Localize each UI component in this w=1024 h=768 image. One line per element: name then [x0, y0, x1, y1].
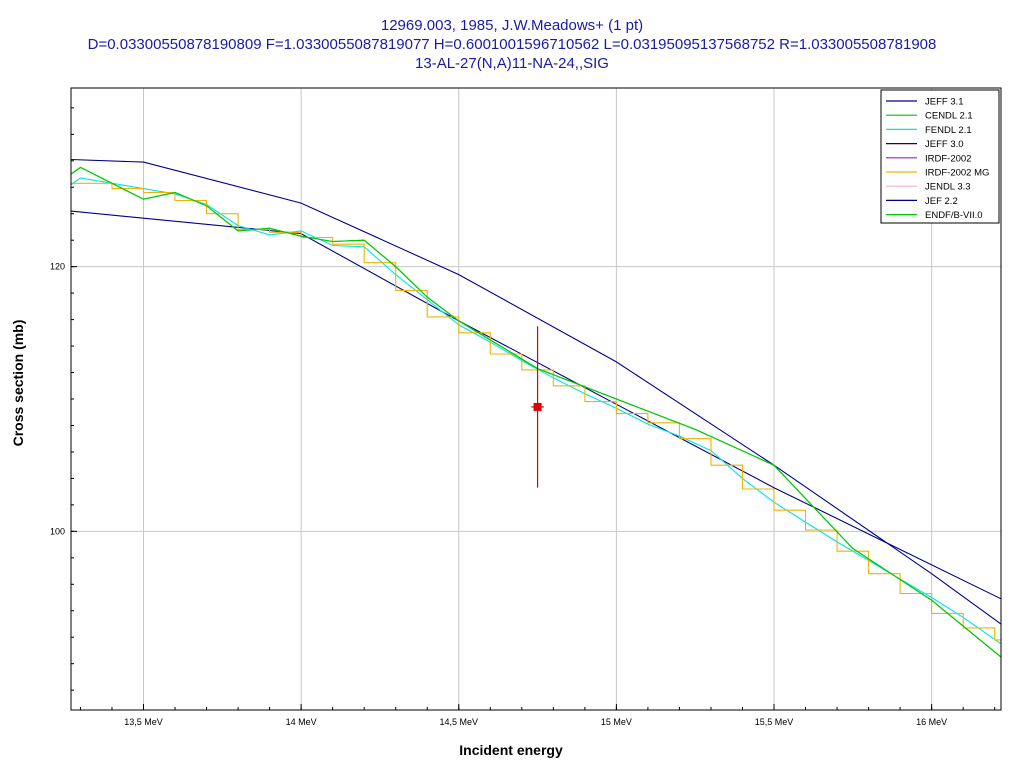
- series-line-endf-b-vii-0: [71, 166, 1001, 658]
- legend-label: JEFF 3.1: [925, 97, 964, 108]
- legend-label: ENDF/B-VII.0: [925, 210, 983, 221]
- plot-area: [71, 88, 1001, 710]
- x-tick-label: 15,5 MeV: [755, 717, 794, 727]
- chart-parameters: D=0.03300550878190809 F=1.03300550878190…: [88, 36, 937, 53]
- legend-label: CENDL 2.1: [925, 111, 973, 122]
- x-tick-label: 13,5 MeV: [124, 717, 163, 727]
- x-tick-label: 14 MeV: [286, 717, 317, 727]
- legend-label: FENDL 2.1: [925, 125, 972, 136]
- y-tick-label: 100: [50, 526, 65, 536]
- x-axis-label: Incident energy: [459, 742, 563, 758]
- y-axis-label: Cross section (mb): [10, 320, 26, 447]
- chart-reaction: 13-AL-27(N,A)11-NA-24,,SIG: [415, 55, 609, 72]
- chart-title: 12969.003, 1985, J.W.Meadows+ (1 pt): [381, 17, 643, 34]
- x-tick-label: 14,5 MeV: [439, 717, 478, 727]
- x-tick-label: 15 MeV: [601, 717, 632, 727]
- series-line-irdf-2002-mg: [71, 182, 1001, 641]
- legend-label: JEF 2.2: [925, 196, 958, 207]
- plot-frame: [70, 87, 1002, 711]
- series-line-jef-2-2: [71, 158, 1001, 625]
- experimental-data: [531, 326, 544, 488]
- data-point-marker: [533, 402, 542, 411]
- tick-labels: 13,5 MeV 14 MeV 14,5 MeV 15 MeV 15,5 MeV 16 M…: [50, 262, 947, 727]
- legend-label: JEFF 3.0: [925, 139, 964, 150]
- legend: JEFF 3.1 CENDL 2.1 FENDL 2.1 JEFF 3.0 IRDF-2…: [880, 89, 1000, 224]
- legend-label: IRDF-2002: [925, 153, 971, 164]
- y-tick-label: 120: [50, 262, 65, 272]
- legend-label: JENDL 3.3: [925, 182, 971, 193]
- legend-label: IRDF-2002 MG: [925, 168, 989, 179]
- x-tick-label: 16 MeV: [916, 717, 947, 727]
